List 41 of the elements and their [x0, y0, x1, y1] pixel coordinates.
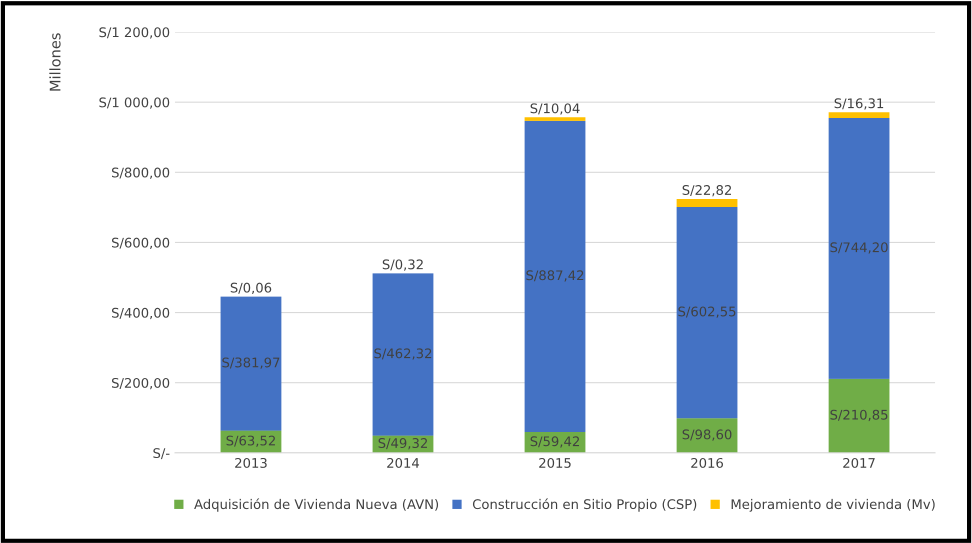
y-tick-label: S/1 000,00 — [99, 97, 170, 109]
y-tick-label: S/600,00 — [112, 238, 170, 249]
legend-label: Mejoramiento de vivienda (Mv) — [732, 498, 935, 512]
y-tick-label: S/200,00 — [112, 378, 170, 390]
data-label: S/0,32 — [382, 259, 423, 271]
bar — [828, 112, 890, 118]
bar — [828, 378, 890, 453]
data-label: S/49,32 — [378, 438, 427, 450]
data-label: S/10,04 — [530, 103, 580, 115]
data-label: S/887,42 — [526, 270, 584, 282]
data-label: S/462,32 — [374, 348, 432, 360]
bar — [524, 117, 586, 121]
data-label: S/16,31 — [834, 98, 884, 110]
data-label: S/744,20 — [830, 242, 888, 254]
x-tick-label: 2015 — [539, 458, 571, 468]
bar — [676, 206, 738, 418]
data-label: S/210,85 — [830, 410, 888, 422]
x-tick-label: 2014 — [387, 458, 420, 468]
y-axis-title: Millones — [49, 33, 61, 91]
data-label: S/63,52 — [226, 436, 275, 447]
bar — [372, 273, 434, 436]
data-label: S/98,60 — [682, 429, 732, 441]
bar — [676, 198, 738, 207]
bar — [524, 120, 586, 432]
data-label: S/22,82 — [682, 185, 732, 196]
data-label: S/602,55 — [678, 306, 736, 318]
y-tick-label: S/800,00 — [112, 168, 170, 179]
legend-label: Construcción en Sitio Propio (CSP) — [472, 498, 696, 512]
y-tick-label: S/1 200,00 — [99, 27, 170, 39]
y-tick-label: S/400,00 — [112, 308, 170, 320]
data-label: S/381,97 — [222, 357, 280, 369]
bar — [676, 418, 738, 453]
y-tick-label: S/- — [153, 448, 170, 460]
x-tick-label: 2016 — [691, 458, 723, 468]
x-tick-label: 2017 — [843, 458, 875, 468]
bar — [828, 118, 890, 379]
data-label: S/0,06 — [230, 282, 272, 294]
legend-label: Adquisición de Vivienda Nueva (AVN) — [194, 498, 438, 512]
bar — [220, 296, 282, 431]
data-label: S/59,42 — [530, 436, 579, 448]
x-tick-label: 2013 — [235, 458, 267, 468]
